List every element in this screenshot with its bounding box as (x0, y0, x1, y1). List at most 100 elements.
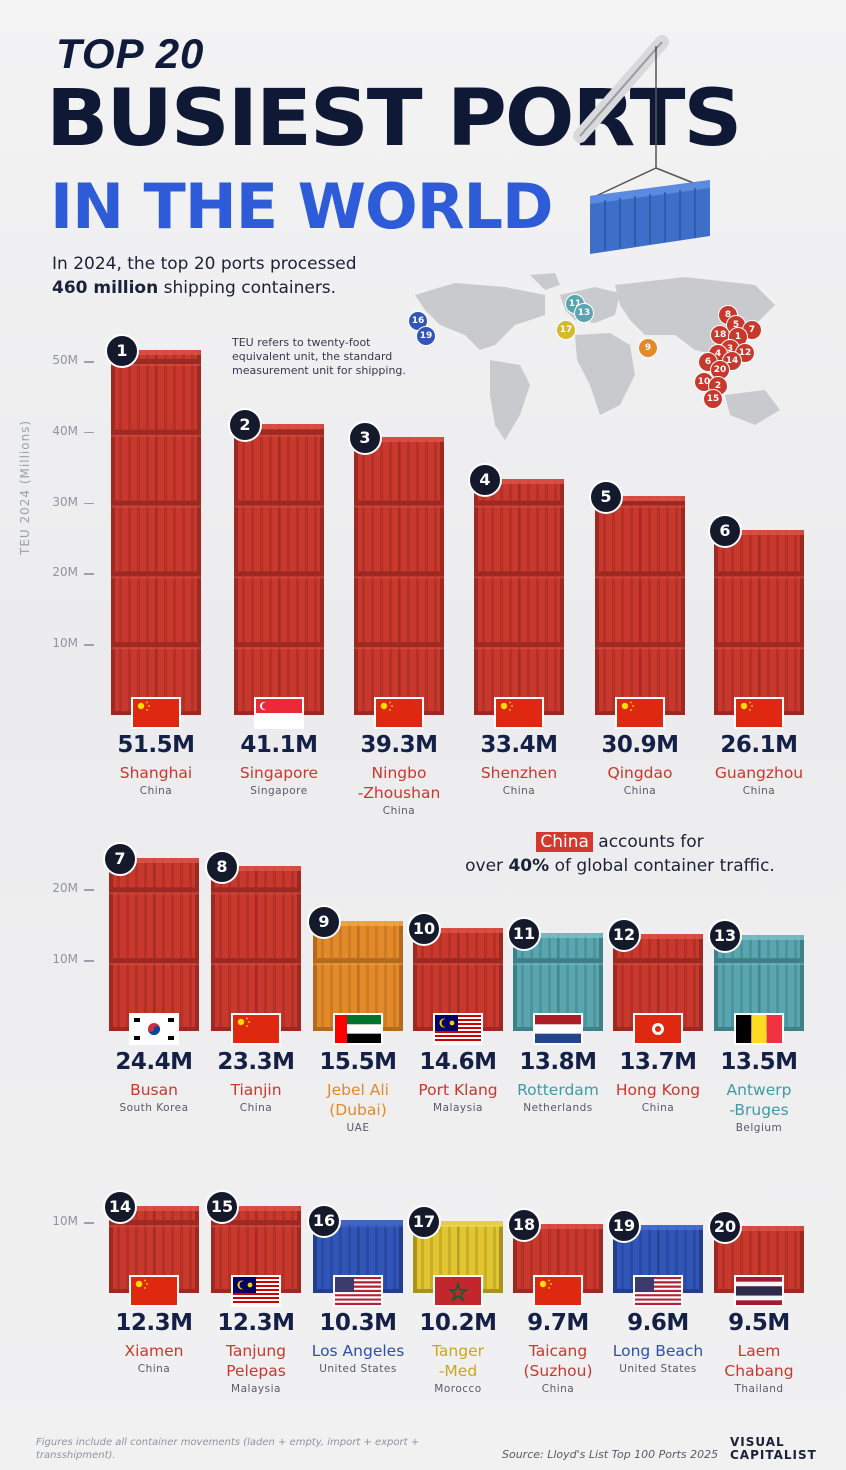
teu-note: TEU refers to twenty-foot equivalent uni… (232, 336, 406, 377)
flag-belgium-icon (736, 1015, 782, 1043)
port-name: Antwerp -Bruges (726, 1081, 792, 1119)
y-tick-mark (84, 573, 94, 575)
rank-badge: 14 (103, 1190, 137, 1224)
brand-line1: VISUAL (730, 1435, 785, 1449)
y-tick-mark (84, 960, 94, 962)
y-tick-label: 10M (52, 952, 78, 967)
port-country: United States (319, 1363, 397, 1375)
footer-note: Figures include all container movements … (36, 1437, 420, 1461)
subtitle-bold: 460 million (52, 278, 159, 298)
port-name: Singapore (239, 764, 319, 782)
port-name: Tanjung Pelepas (225, 1342, 287, 1380)
port-name: Ningbo -Zhoushan (357, 764, 441, 802)
port-country: Thailand (734, 1383, 784, 1395)
port-name: Qingdao (607, 764, 673, 782)
flag-uae-icon (335, 1015, 381, 1043)
value-label: 24.4M (115, 1049, 193, 1075)
y-tick-label: 20M (52, 881, 78, 896)
value-label: 9.5M (728, 1310, 790, 1336)
world-map (415, 273, 780, 440)
rank-badge: 19 (607, 1209, 641, 1243)
rank-badge: 10 (407, 912, 441, 946)
port-name: Tanger -Med (432, 1342, 484, 1380)
port-country: UAE (346, 1122, 370, 1134)
subtitle: In 2024, the top 20 ports processed 460 … (52, 252, 357, 300)
rank-badge: 4 (468, 463, 502, 497)
source-note: Source: Lloyd's List Top 100 Ports 2025 (502, 1448, 719, 1461)
port-country: China (742, 785, 776, 797)
flag-usa-icon (335, 1277, 381, 1305)
value-label: 13.8M (519, 1049, 597, 1075)
y-axis-title: TEU 2024 (Millions) (18, 419, 32, 555)
y-tick-label: 50M (52, 353, 78, 367)
map-marker: 15 (703, 389, 723, 409)
port-country: China (623, 785, 657, 797)
value-label: 12.3M (115, 1310, 193, 1336)
flag-thailand-icon (736, 1277, 782, 1305)
value-label: 23.3M (217, 1049, 295, 1075)
flag-usa-icon (635, 1277, 681, 1305)
y-tick-mark (84, 502, 94, 505)
port-country: Malaysia (433, 1102, 483, 1114)
port-name: Guangzhou (714, 764, 804, 782)
port-country: Singapore (250, 785, 308, 797)
port-name: Shanghai (119, 764, 193, 782)
port-name: Los Angeles (311, 1342, 405, 1360)
port-country: China (239, 1102, 273, 1114)
value-label: 14.6M (419, 1049, 497, 1075)
china-note-line1: accounts for (592, 832, 704, 852)
flag-china-icon (133, 699, 179, 727)
china-note-post: of global container traffic. (549, 856, 775, 876)
port-country: China (541, 1383, 575, 1395)
port-name: Shenzhen (480, 764, 558, 782)
y-tick-mark (84, 431, 94, 434)
china-note: China accounts for over 40% of global co… (440, 830, 800, 878)
map-marker: 17 (556, 320, 576, 340)
port-name: Tianjin (230, 1081, 282, 1099)
port-bar (354, 437, 444, 715)
rank-badge: 17 (407, 1205, 441, 1239)
flag-singapore-icon (256, 699, 302, 727)
port-bar (111, 350, 201, 715)
port-country: China (382, 805, 416, 817)
value-label: 33.4M (480, 732, 558, 758)
brand-logo: VISUAL CAPITALIST (730, 1436, 817, 1462)
port-bar (474, 479, 564, 715)
port-country: China (641, 1102, 675, 1114)
port-country: Belgium (735, 1122, 783, 1134)
china-tag: China (536, 832, 593, 852)
value-label: 39.3M (360, 732, 438, 758)
port-country: United States (619, 1363, 697, 1375)
flag-netherlands-icon (535, 1015, 581, 1043)
map-marker: 19 (416, 326, 436, 346)
port-bar (109, 858, 199, 1031)
rank-badge: 18 (507, 1208, 541, 1242)
port-name: Laem Chabang (724, 1342, 794, 1380)
port-bar (714, 530, 804, 715)
y-tick-mark (84, 361, 94, 363)
port-name: Long Beach (612, 1342, 704, 1360)
rank-badge: 8 (205, 850, 239, 884)
y-tick-label: 20M (52, 565, 78, 580)
flag-hongkong-icon (635, 1015, 681, 1043)
port-country: China (137, 1363, 171, 1375)
value-label: 51.5M (117, 732, 195, 758)
rank-badge: 16 (307, 1204, 341, 1238)
rank-badge: 15 (205, 1190, 239, 1224)
crane-illustration (573, 35, 710, 254)
subtitle-line1: In 2024, the top 20 ports processed (52, 254, 357, 274)
port-name: Port Klang (418, 1081, 498, 1099)
port-bar (234, 424, 324, 715)
y-tick-label: 10M (52, 1214, 78, 1229)
y-tick-label: 10M (52, 636, 78, 651)
flag-malaysia-icon (435, 1015, 481, 1043)
value-label: 9.7M (527, 1310, 589, 1336)
port-bar (595, 496, 685, 715)
rank-badge: 1 (105, 334, 139, 368)
value-label: 9.6M (627, 1310, 689, 1336)
value-label: 41.1M (240, 732, 318, 758)
flag-china-icon (376, 699, 422, 727)
port-name: Taicang (Suzhou) (523, 1342, 593, 1380)
rank-badge: 2 (228, 408, 262, 442)
rank-badge: 13 (708, 919, 742, 953)
